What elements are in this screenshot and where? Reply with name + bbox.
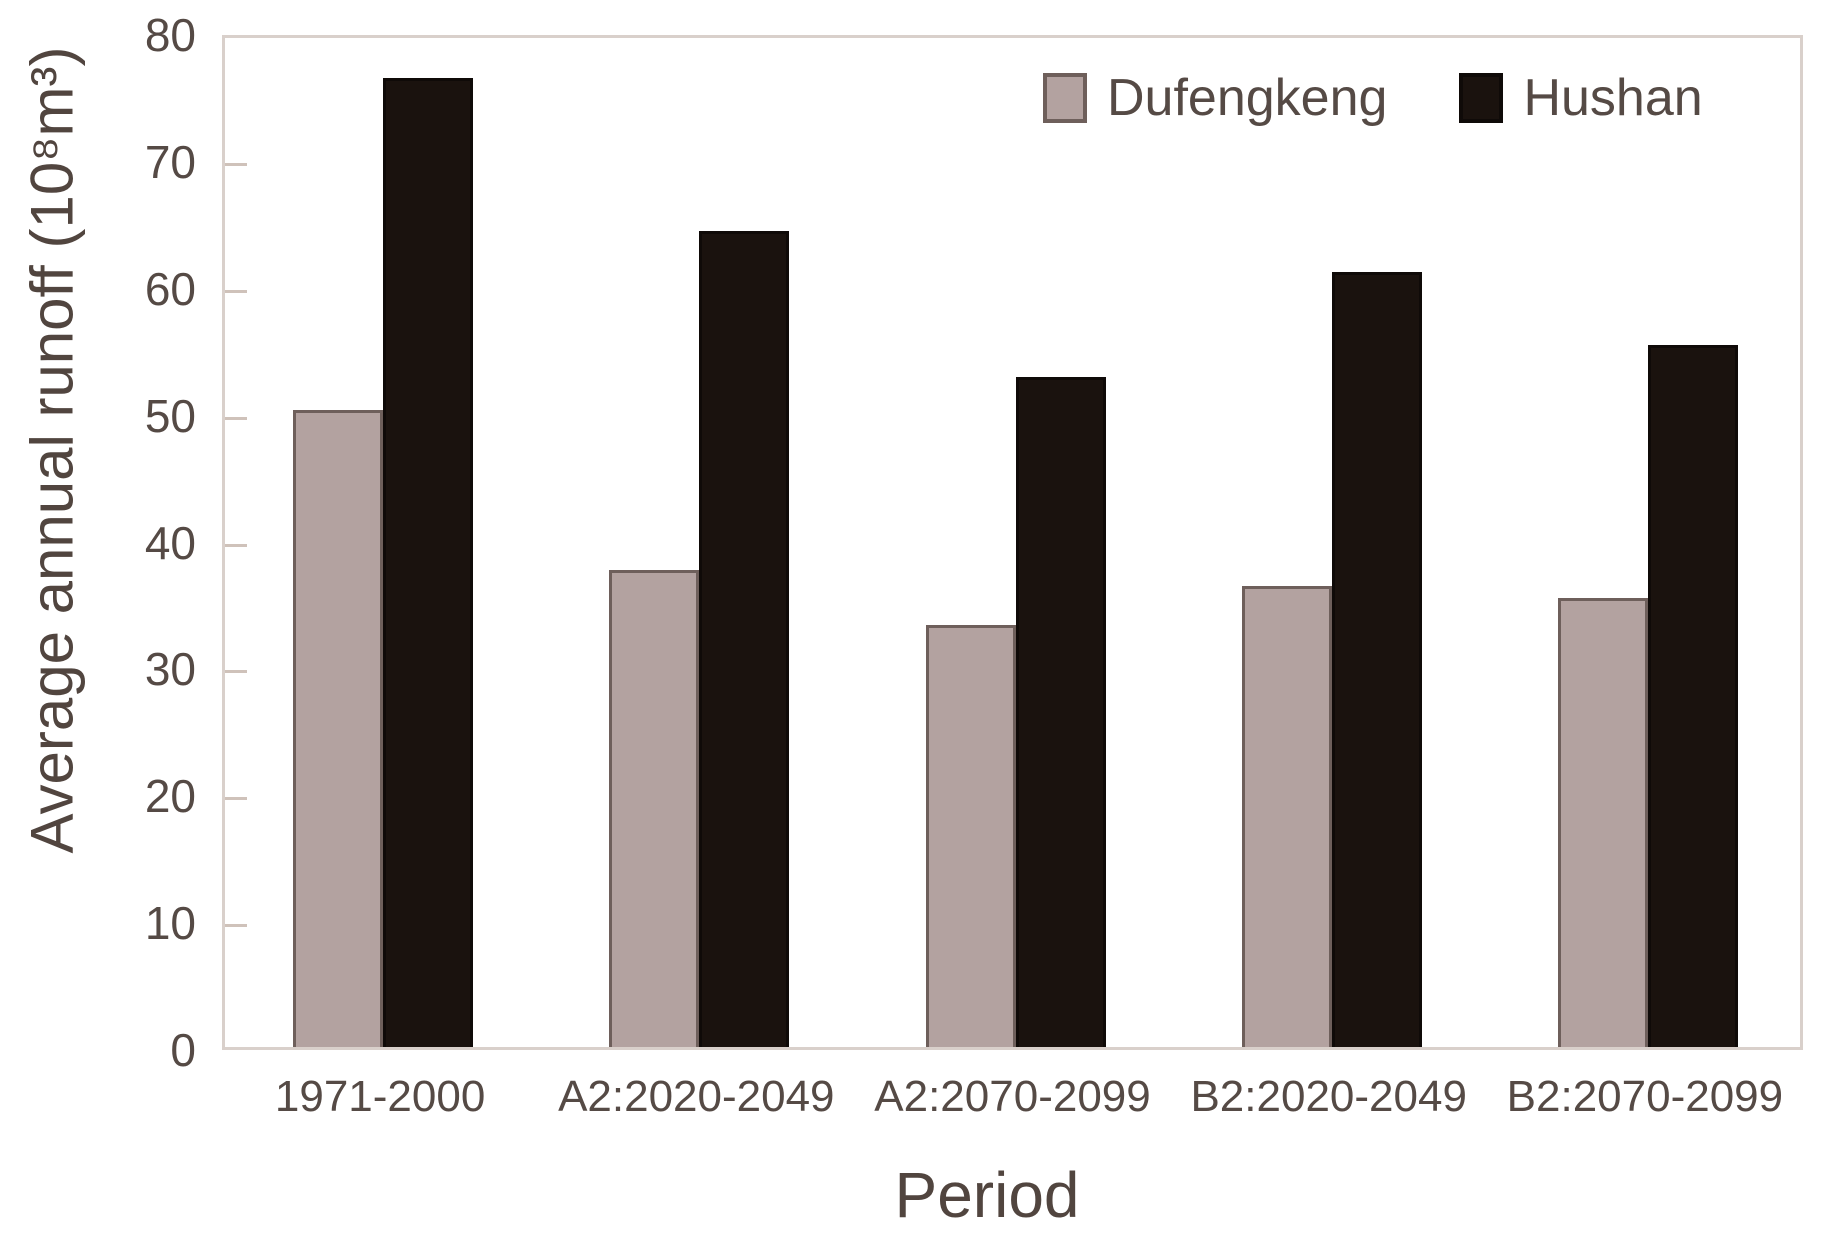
x-axis-category-labels: 1971-2000 A2:2020-2049 A2:2070-2099 B2:2020… — [222, 1072, 1803, 1132]
y-tick-label-20: 20 — [144, 770, 196, 823]
legend-item-hushan: Hushan — [1459, 69, 1703, 127]
x-tick-label-5: B2:2070-2099 — [1506, 1072, 1784, 1121]
y-tick-label-0: 0 — [170, 1024, 196, 1076]
y-tick-label-30: 30 — [144, 643, 196, 696]
legend-label-dufengkeng: Dufengkeng — [1107, 69, 1388, 127]
legend-swatch-dufengkeng — [1043, 73, 1087, 123]
y-tick-label-50: 50 — [144, 389, 196, 442]
legend-swatch-hushan — [1459, 73, 1504, 123]
legend-item-dufengkeng: Dufengkeng — [1043, 72, 1387, 124]
bar-hushan-2 — [699, 231, 790, 1047]
y-tick-label-80: 80 — [144, 9, 196, 61]
x-tick-label-2: A2:2020-2049 — [558, 1072, 835, 1121]
y-tick-mark-40 — [225, 543, 247, 547]
bar-hushan-1 — [383, 77, 474, 1047]
bar-dufengkeng-2 — [609, 569, 700, 1047]
y-tick-label-10: 10 — [144, 897, 196, 950]
bar-dufengkeng-3 — [925, 624, 1016, 1047]
bar-hushan-5 — [1647, 345, 1738, 1047]
bar-dufengkeng-4 — [1241, 586, 1332, 1047]
y-tick-mark-70 — [225, 162, 247, 166]
x-tick-label-3: A2:2070-2099 — [874, 1072, 1151, 1121]
bar-hushan-4 — [1331, 271, 1422, 1047]
y-tick-label-70: 70 — [144, 135, 196, 188]
y-tick-mark-20 — [225, 797, 247, 801]
y-tick-label-40: 40 — [144, 516, 196, 569]
y-tick-mark-30 — [225, 670, 247, 674]
x-axis-title: Period — [894, 1159, 1080, 1231]
x-tick-label-1: 1971-2000 — [274, 1072, 486, 1121]
bar-dufengkeng-1 — [293, 410, 384, 1047]
bar-hushan-3 — [1015, 377, 1106, 1047]
bar-dufengkeng-5 — [1557, 597, 1648, 1047]
y-tick-mark-50 — [225, 416, 247, 420]
x-tick-label-4: B2:2020-2049 — [1190, 1072, 1467, 1121]
legend: Dufengkeng Hushan — [1043, 72, 1703, 124]
y-tick-mark-60 — [225, 289, 247, 293]
y-tick-label-60: 60 — [144, 262, 196, 315]
y-tick-mark-10 — [225, 924, 247, 928]
plot-area: Dufengkeng Hushan — [222, 35, 1803, 1050]
legend-label-hushan: Hushan — [1523, 69, 1703, 127]
